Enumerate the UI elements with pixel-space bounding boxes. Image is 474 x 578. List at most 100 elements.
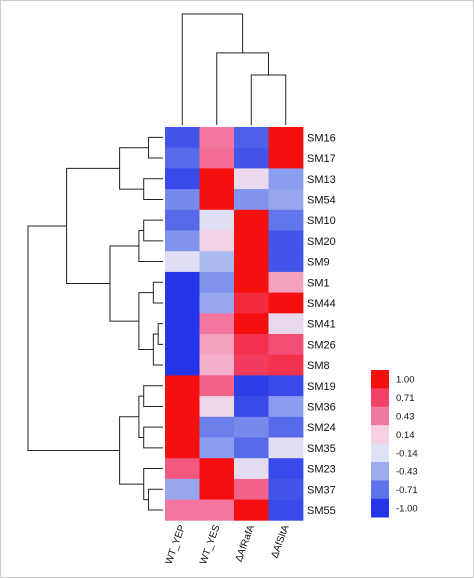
row-label: SM24 xyxy=(307,422,336,434)
heatmap-cell xyxy=(268,127,304,149)
heatmap-cell xyxy=(268,251,304,273)
heatmap-cell xyxy=(199,499,235,521)
legend-tick-label: -1.00 xyxy=(396,504,418,515)
legend-swatch xyxy=(371,480,389,500)
heatmap-cell xyxy=(268,416,304,438)
heatmap-cell xyxy=(234,375,269,397)
heatmap-cell xyxy=(234,168,269,190)
heatmap-cell xyxy=(165,230,200,252)
row-label: SM44 xyxy=(307,298,336,310)
heatmap-cell xyxy=(165,375,200,397)
heatmap-cell xyxy=(165,396,200,418)
heatmap-cell xyxy=(199,416,235,438)
heatmap-cell xyxy=(165,251,200,273)
row-dendrogram xyxy=(27,136,163,511)
heatmap-cell xyxy=(234,458,269,480)
heatmap-cell xyxy=(234,416,269,438)
heatmap-cell xyxy=(199,292,235,314)
heatmap-cell xyxy=(199,230,235,252)
row-labels: SM16 SM17 SM13 SM54 SM10 SM20 SM9 SM1 SM44 SM41 SM… xyxy=(307,132,336,517)
heatmap-cell xyxy=(268,499,304,521)
legend-swatch xyxy=(371,425,389,444)
legend-tick-label: 0.71 xyxy=(396,393,415,404)
heatmap-cell xyxy=(234,127,269,149)
heatmap-cell xyxy=(199,271,235,293)
heatmap-cell xyxy=(234,334,269,356)
heatmap-cell xyxy=(165,313,200,335)
heatmap-cell xyxy=(234,251,269,273)
heatmap-cell xyxy=(199,251,235,273)
heatmap-cell xyxy=(165,437,200,459)
heatmap-cell xyxy=(268,271,304,293)
row-label: SM13 xyxy=(307,174,336,186)
column-dendrogram xyxy=(181,13,287,125)
legend-swatch xyxy=(371,388,389,408)
heatmap-cell xyxy=(199,127,235,149)
heatmap-cell xyxy=(268,437,304,459)
legend-swatch xyxy=(371,406,389,426)
row-label: SM41 xyxy=(307,319,336,331)
heatmap-cell xyxy=(165,271,200,293)
legend-tick-label: -0.14 xyxy=(396,448,418,459)
heatmap-cell xyxy=(234,147,269,169)
legend-swatch xyxy=(371,462,389,481)
heatmap-cell xyxy=(234,396,269,418)
color-legend: 1.00 0.71 0.43 0.14 -0.14 -0.43 -0.71 -1.00 xyxy=(371,370,418,518)
legend-swatch xyxy=(371,370,389,389)
heatmap-cell xyxy=(234,313,269,335)
heatmap-cell xyxy=(268,168,304,190)
heatmap-cell xyxy=(165,168,200,190)
heatmap-cell xyxy=(268,396,304,418)
row-label: SM10 xyxy=(307,215,336,227)
legend-tick-label: 0.43 xyxy=(396,412,415,423)
row-label: SM8 xyxy=(307,360,330,372)
heatmap-cell xyxy=(268,230,304,252)
heatmap-cell xyxy=(268,209,304,231)
heatmap-cell xyxy=(199,458,235,480)
row-label: SM23 xyxy=(307,464,336,476)
row-label: SM54 xyxy=(307,194,336,206)
row-label: SM36 xyxy=(307,401,336,413)
legend-tick-label: -0.43 xyxy=(396,467,418,478)
heatmap-cell xyxy=(234,478,269,500)
row-label: SM9 xyxy=(307,257,330,269)
heatmap-cell xyxy=(165,292,200,314)
heatmap-cell xyxy=(165,334,200,356)
row-label: SM20 xyxy=(307,236,336,248)
legend-swatch xyxy=(371,498,389,518)
heatmap-cell xyxy=(234,230,269,252)
row-label: SM17 xyxy=(307,153,336,165)
heatmap-cell xyxy=(268,292,304,314)
dendrogram-branch xyxy=(138,395,144,438)
heatmap-cell xyxy=(234,189,269,211)
heatmap-cell xyxy=(199,354,235,376)
heatmap-cell xyxy=(268,354,304,376)
heatmap-cells xyxy=(165,127,304,521)
legend-tick-label: 0.14 xyxy=(396,430,415,441)
heatmap-cell xyxy=(199,189,235,211)
heatmap-cell xyxy=(268,375,304,397)
dendrogram-branch xyxy=(138,230,163,263)
heatmap-cell xyxy=(268,478,304,500)
heatmap-cell xyxy=(165,189,200,211)
dendrogram-branch xyxy=(181,13,244,125)
heatmap-cell xyxy=(199,209,235,231)
heatmap-cell xyxy=(268,189,304,211)
heatmap-cell xyxy=(234,209,269,231)
heatmap-cell xyxy=(268,458,304,480)
heatmap-cell xyxy=(199,334,235,356)
heatmap-cell xyxy=(234,437,269,459)
row-label: SM26 xyxy=(307,339,336,351)
legend-swatch xyxy=(371,443,389,463)
heatmap-cell xyxy=(165,354,200,376)
dendrogram-branch xyxy=(148,488,163,511)
heatmap-cell xyxy=(199,313,235,335)
heatmap-cell xyxy=(234,292,269,314)
dendrogram-branch xyxy=(27,225,120,451)
row-label: SM1 xyxy=(307,277,330,289)
row-label: SM19 xyxy=(307,381,336,393)
row-label: SM37 xyxy=(307,484,336,496)
heatmap-cell xyxy=(199,168,235,190)
heatmap-cell xyxy=(199,478,235,500)
